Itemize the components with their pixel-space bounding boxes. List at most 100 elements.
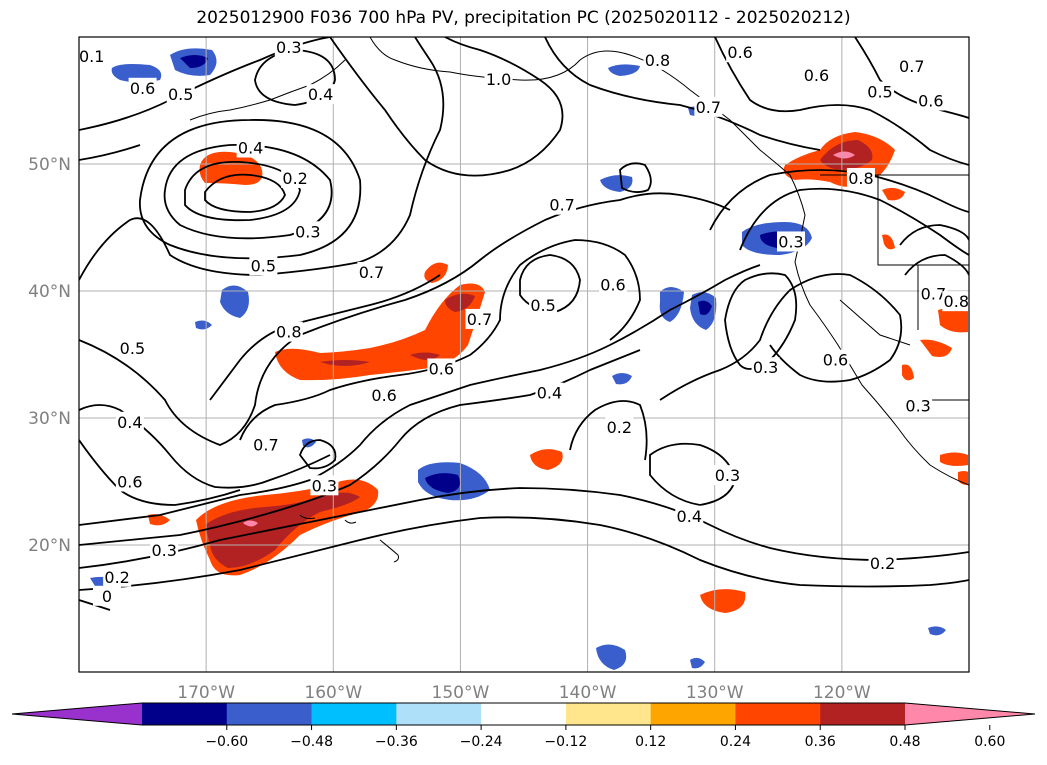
contour-label-bg [249, 255, 278, 276]
colorbar-tick-label: −0.48 [290, 734, 333, 750]
contour-label-bg [866, 81, 894, 102]
contour-label-bg [548, 194, 577, 215]
lon-tick-label: 160°W [304, 683, 362, 703]
contour-label-bg [846, 167, 875, 188]
contour-label: 0.2 [104, 568, 129, 587]
colorbar-tick-label: 0.60 [974, 734, 1005, 750]
contour-label-bg [251, 434, 280, 455]
colorbar-segment [396, 703, 482, 725]
contour-label: 0.8 [944, 292, 969, 311]
contour-label-bg [79, 46, 106, 67]
contour-label: 0.3 [778, 232, 803, 251]
contour-label: 0.6 [918, 92, 943, 111]
colorbar-segment [820, 703, 906, 725]
contour-label-bg [281, 167, 310, 188]
lon-tick-label: 170°W [177, 683, 235, 703]
contour-label: 0.1 [79, 47, 104, 66]
contour-label: 0 [102, 587, 112, 606]
contour-label: 0.2 [870, 554, 895, 573]
contour-label: 0.3 [753, 358, 778, 377]
colorbar-tick-label: 0.36 [805, 734, 836, 750]
contour-label: 0.7 [359, 263, 384, 282]
contour-label-bg [675, 505, 704, 526]
contour-label: 0.7 [921, 285, 946, 304]
contour-label-bg [713, 465, 742, 486]
contour-label: 0.8 [848, 169, 873, 188]
latitude-labels: 20°N 30°N 40°N 50°N [28, 155, 71, 556]
colorbar-segment [142, 703, 228, 725]
colorbar-segment [481, 703, 567, 725]
contour-label-bg [370, 385, 399, 406]
contour-label: 0.7 [253, 436, 278, 455]
contour-label: 0.7 [549, 196, 574, 215]
colorbar-tick-label: 0.12 [635, 734, 666, 750]
colorbar-tick-label: 0.24 [720, 734, 751, 750]
contour-label-bg [310, 475, 339, 496]
contour-label: 0.6 [727, 43, 752, 62]
colorbar-segment [226, 703, 313, 725]
contour-label: 0.7 [696, 98, 721, 117]
contour-label-bg [274, 37, 303, 58]
contour-label: 0.7 [899, 57, 924, 76]
longitude-labels: 170°W 160°W 150°W 140°W 130°W 120°W [177, 683, 871, 703]
contour-label-bg [904, 395, 933, 416]
contour-label: 0.5 [867, 83, 892, 102]
contour-label: 0.6 [600, 276, 625, 295]
contour-label-bg [166, 84, 195, 105]
contour-label-bg [868, 552, 897, 573]
colorbar-tick-label: −0.60 [205, 734, 248, 750]
contour-label-bg [103, 566, 132, 587]
colorbar: −0.60 −0.48 −0.36 −0.24 −0.12 0.12 0.24 0.36 0.4… [11, 702, 1036, 750]
contour-label-bg [427, 358, 456, 379]
map-title: 2025012900 F036 700 hPa PV, precipitatio… [196, 8, 851, 28]
contour-label: 0.6 [804, 66, 829, 85]
contour-label: 0.4 [537, 384, 562, 403]
contour-label-bg [942, 291, 969, 312]
contour-label-bg [236, 137, 265, 158]
contour-label-bg [897, 56, 926, 77]
contour-label: 0.6 [130, 79, 155, 98]
colorbar-segment [565, 703, 652, 725]
lat-tick-label: 30°N [28, 409, 71, 429]
contour-label-bg [916, 90, 945, 111]
contour-labels: 0.10.6 0.50.30.41.00.8 0.60.6 0.70.5 0.60.70… [79, 37, 969, 606]
lon-tick-label: 120°W [813, 683, 871, 703]
contour-label: 0.6 [117, 473, 142, 492]
colorbar-tick-label: −0.12 [544, 734, 587, 750]
plot-area: 0.10.6 0.50.30.41.00.8 0.60.6 0.70.5 0.60.70… [79, 37, 969, 672]
contour-label-bg [535, 382, 564, 403]
colorbar-tick-label: −0.36 [375, 734, 418, 750]
contour-label-bg [357, 261, 386, 282]
contour-label-bg [751, 357, 780, 378]
contour-label-bg [128, 77, 157, 98]
contour-label: 0.4 [677, 507, 702, 526]
contour-label: 0.6 [823, 351, 848, 370]
contour-label: 0.5 [251, 257, 276, 276]
colorbar-extend-high [905, 703, 1035, 725]
contour-label: 0.3 [295, 222, 320, 241]
lon-tick-label: 130°W [686, 683, 744, 703]
contour-label-bg [643, 49, 672, 70]
contour-label: 0.5 [530, 296, 555, 315]
contour-label: 1.0 [486, 70, 511, 89]
contour-label-bg [599, 274, 627, 295]
contour-label-bg [306, 84, 335, 105]
colorbar-outline [11, 702, 1036, 726]
contour-label: 0.8 [276, 323, 301, 342]
contour-label: 0.6 [371, 386, 396, 405]
map-frame [78, 36, 970, 673]
colorbar-tick-label: 0.48 [889, 734, 920, 750]
contour-label: 0.5 [120, 339, 145, 358]
contour-label-bg [726, 42, 755, 63]
contour-label: 0.3 [905, 396, 930, 415]
colorbar-segment [735, 703, 821, 725]
lon-tick-label: 150°W [432, 683, 490, 703]
lat-tick-label: 50°N [28, 155, 71, 175]
contour-label-bg [529, 294, 558, 315]
contour-label-bg [293, 221, 322, 242]
colorbar-segment [650, 703, 736, 725]
contour-label: 0.7 [467, 310, 492, 329]
contour-label-bg [821, 349, 850, 370]
contour-label: 0.4 [117, 413, 142, 432]
